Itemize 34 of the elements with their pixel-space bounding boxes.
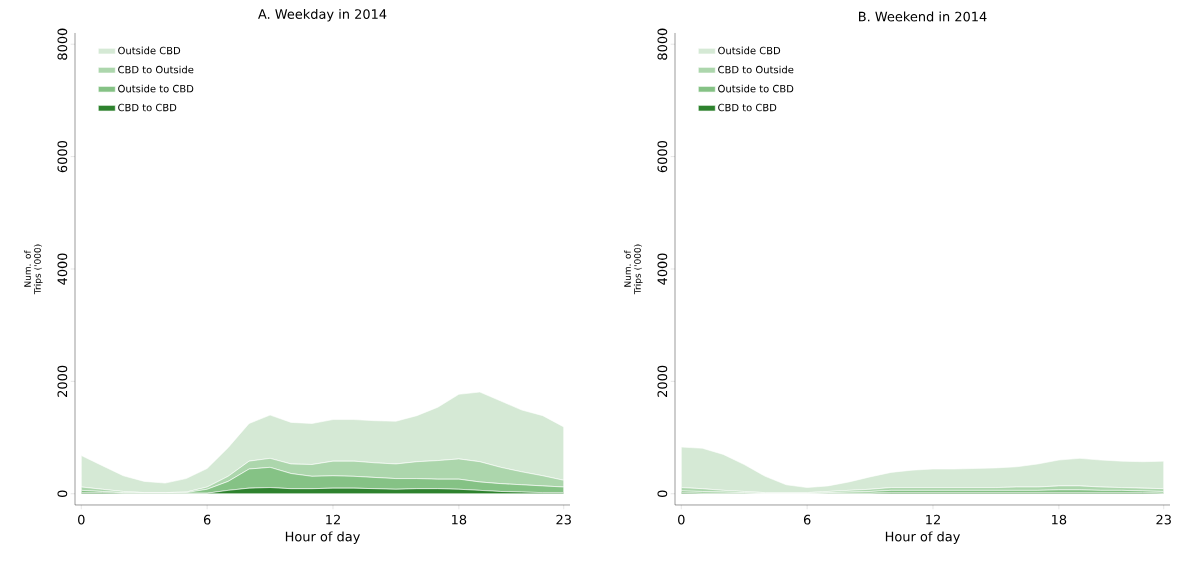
legend-label: CBD to CBD [718, 103, 777, 112]
legend-label: Outside CBD [718, 46, 781, 55]
x-tick-label: 23 [1156, 514, 1171, 525]
y-axis-title: Num. of Trips ('000) [23, 244, 43, 295]
x-axis-title: Hour of day [285, 531, 360, 544]
x-tick-label: 18 [452, 514, 467, 525]
x-tick-label: 6 [203, 514, 211, 525]
legend-label: CBD to Outside [118, 65, 194, 74]
y-tick-label: 8000 [657, 28, 668, 60]
y-tick-label: 0 [657, 490, 668, 498]
x-tick-label: 0 [78, 514, 85, 525]
y-axis-title: Num. of Trips ('000) [623, 244, 643, 295]
x-axis-title: Hour of day [885, 531, 960, 544]
legend-label: CBD to CBD [118, 103, 177, 112]
chart-title: B. Weekend in 2014 [859, 11, 987, 22]
x-tick-label: 0 [678, 514, 685, 525]
y-tick-label: 2000 [57, 365, 68, 397]
legend-label: CBD to Outside [718, 65, 794, 74]
y-tick-label: 0 [57, 490, 68, 498]
legend-label: Outside to CBD [718, 84, 794, 93]
x-tick-label: 12 [326, 514, 340, 525]
y-tick-label: 4000 [657, 253, 668, 285]
y-tick-label: 8000 [57, 28, 68, 60]
y-tick-label: 6000 [657, 141, 668, 173]
chart-title: A. Weekday in 2014 [258, 8, 387, 22]
y-tick-label: 4000 [57, 253, 68, 285]
legend-label: Outside to CBD [118, 84, 194, 93]
y-tick-label: 6000 [57, 141, 68, 173]
x-tick-label: 12 [926, 514, 940, 525]
x-tick-label: 6 [803, 514, 811, 525]
x-tick-label: 18 [1052, 514, 1067, 525]
y-tick-label: 2000 [657, 365, 668, 397]
x-tick-label: 23 [556, 514, 571, 525]
legend-label: Outside CBD [118, 46, 181, 55]
